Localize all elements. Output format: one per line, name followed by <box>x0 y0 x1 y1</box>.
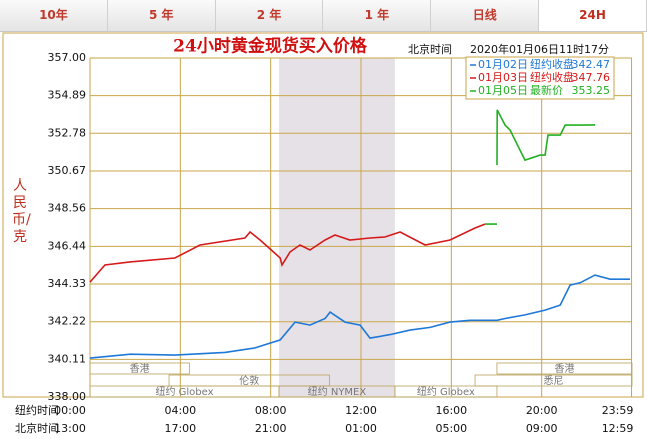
session-shade <box>279 58 395 397</box>
session-label: 纽约 Globex <box>155 385 213 398</box>
y-tick-label: 357.00 <box>48 51 87 64</box>
tab[interactable]: 2 年 <box>215 0 324 31</box>
x-tick-label: 04:00 <box>164 404 196 417</box>
y-axis-label: 人民币/克 <box>12 178 31 245</box>
x-tick-label-beijing: 17:00 <box>164 422 196 435</box>
session-label: 伦敦 <box>239 374 259 387</box>
legend-value: 353.25 <box>572 84 611 97</box>
x-tick-label: 23:59 <box>602 404 634 417</box>
x-tick-label: 08:00 <box>255 404 287 417</box>
legend-label: 最新价 <box>530 83 563 97</box>
legend-name: 01月05日 <box>478 84 528 97</box>
x-tick-label-beijing: 12:59 <box>602 422 634 435</box>
chart-title: 24小时黄金现货买入价格 <box>173 36 368 57</box>
x-tick-label-beijing: 09:00 <box>526 422 558 435</box>
x-tick-label: 20:00 <box>526 404 558 417</box>
x-tick-label-beijing: 05:00 <box>435 422 467 435</box>
y-tick-label: 350.67 <box>48 164 87 177</box>
session-label: 纽约 Globex <box>417 385 475 398</box>
y-tick-label: 352.78 <box>48 126 87 139</box>
session-label: 纽约 NYMEX <box>308 385 367 398</box>
tab[interactable]: 5 年 <box>107 0 216 31</box>
y-tick-label: 340.11 <box>48 352 87 365</box>
tab[interactable]: 1 年 <box>323 0 432 31</box>
x-tick-label: 12:00 <box>345 404 377 417</box>
series-line <box>485 109 596 225</box>
session-label: 悉尼 <box>544 375 564 387</box>
y-tick-label: 346.44 <box>48 239 87 252</box>
x-row-label: 纽约时间 <box>15 403 59 417</box>
x-row-label: 北京时间 <box>15 421 59 435</box>
time-label: 北京时间 <box>408 42 452 56</box>
legend-box <box>465 56 615 100</box>
x-tick-label-beijing: 21:00 <box>255 422 287 435</box>
session-bar <box>89 362 190 375</box>
timestamp: 2020年01月06日11时17分 <box>470 42 609 56</box>
legend-value: 342.47 <box>572 58 611 71</box>
x-tick-label-beijing: 13:00 <box>54 422 86 435</box>
legend-name: 01月02日 <box>478 58 528 71</box>
legend-label: 纽约收盘 <box>530 57 574 71</box>
session-bar <box>496 362 633 375</box>
legend-label: 纽约收盘 <box>530 70 574 84</box>
legend-name: 01月03日 <box>478 71 528 84</box>
series-line <box>89 223 486 283</box>
y-tick-label: 338.00 <box>48 390 87 403</box>
x-tick-label: 00:00 <box>54 404 86 417</box>
x-tick-label-beijing: 01:00 <box>345 422 377 435</box>
x-tick-label: 16:00 <box>435 404 467 417</box>
legend-value: 347.76 <box>572 71 611 84</box>
session-bar <box>394 385 498 398</box>
session-label: 香港 <box>130 363 150 375</box>
session-label: 香港 <box>554 363 574 375</box>
y-tick-label: 344.33 <box>48 277 87 290</box>
tab[interactable]: 24H <box>539 0 647 31</box>
y-tick-label: 342.22 <box>48 315 87 328</box>
session-bar <box>474 374 633 387</box>
tab[interactable]: 10年 <box>0 0 108 31</box>
tab[interactable]: 日线 <box>431 0 540 31</box>
series-line <box>89 274 630 359</box>
y-tick-label: 348.56 <box>48 202 87 215</box>
y-tick-label: 354.89 <box>48 89 87 102</box>
